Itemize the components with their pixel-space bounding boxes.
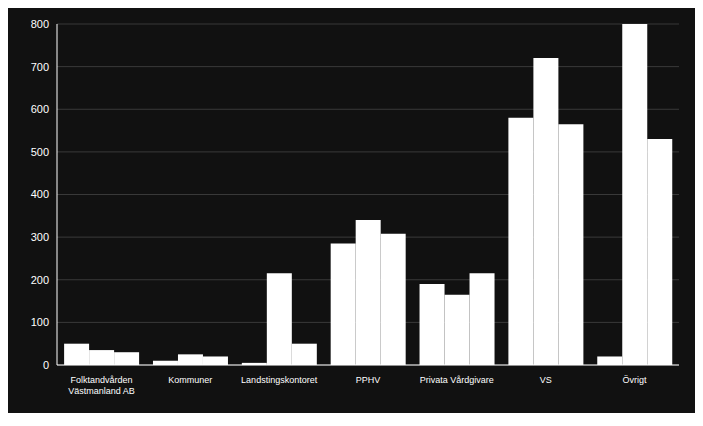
svg-text:Kommuner: Kommuner <box>168 375 212 385</box>
svg-text:Landstingskontoret: Landstingskontoret <box>241 375 318 385</box>
svg-text:700: 700 <box>31 61 49 73</box>
svg-text:300: 300 <box>31 231 49 243</box>
svg-text:600: 600 <box>31 103 49 115</box>
svg-text:800: 800 <box>31 18 49 30</box>
svg-text:200: 200 <box>31 274 49 286</box>
svg-text:Övrigt: Övrigt <box>623 375 648 385</box>
svg-text:400: 400 <box>31 188 49 200</box>
svg-text:0: 0 <box>43 359 49 371</box>
svg-text:Privata Vårdgivare: Privata Vårdgivare <box>420 375 494 385</box>
svg-text:VS: VS <box>540 375 552 385</box>
svg-text:500: 500 <box>31 146 49 158</box>
svg-text:PPHV: PPHV <box>356 375 381 385</box>
svg-text:100: 100 <box>31 316 49 328</box>
svg-text:FolktandvårdenVästmanland AB: FolktandvårdenVästmanland AB <box>68 375 135 396</box>
